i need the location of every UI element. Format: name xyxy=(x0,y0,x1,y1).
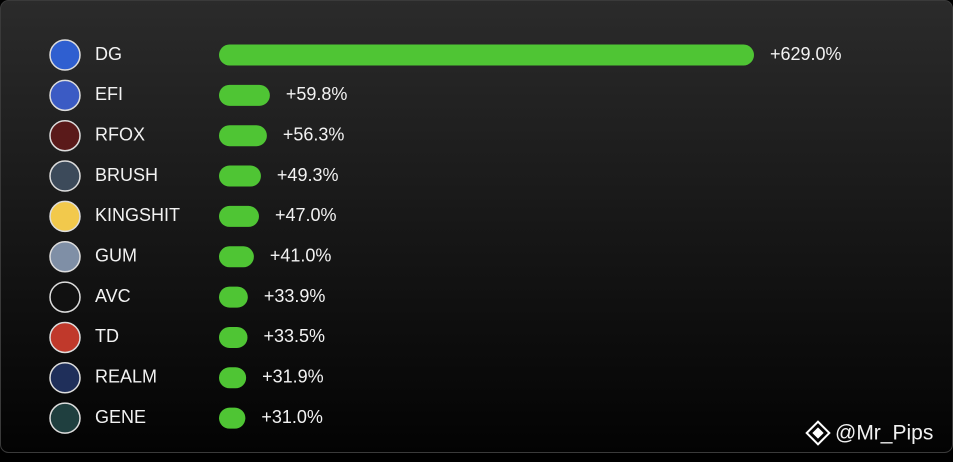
value-label: +629.0% xyxy=(770,44,842,64)
bar xyxy=(219,407,246,429)
value-label: +31.9% xyxy=(262,367,324,387)
token-icon xyxy=(49,39,81,71)
token-icon xyxy=(49,79,81,112)
value-label: +33.9% xyxy=(264,286,326,306)
token-icon xyxy=(49,402,81,434)
token-label: BRUSH xyxy=(95,165,158,185)
bar xyxy=(219,246,254,268)
watermark-text: @Mr_Pips xyxy=(835,422,933,445)
value-label: +49.3% xyxy=(277,165,339,185)
token-label: GUM xyxy=(95,246,137,266)
bar xyxy=(219,44,754,66)
bar xyxy=(219,367,247,389)
value-label: +33.5% xyxy=(263,326,325,346)
token-icon xyxy=(49,200,81,233)
token-label: RFOX xyxy=(95,124,145,144)
bar xyxy=(219,286,248,308)
value-label: +59.8% xyxy=(286,84,348,104)
value-label: +56.3% xyxy=(283,124,345,144)
bar xyxy=(219,125,267,147)
bar xyxy=(219,326,248,348)
token-icon xyxy=(49,362,81,394)
token-label: DG xyxy=(95,44,122,64)
token-icon xyxy=(49,241,81,273)
value-label: +31.0% xyxy=(261,407,323,427)
token-label: KINGSHIT xyxy=(95,205,180,225)
value-label: +41.0% xyxy=(270,246,332,266)
bar xyxy=(219,165,261,187)
token-label: EFI xyxy=(95,84,123,104)
token-icon xyxy=(49,321,81,354)
watermark: @Mr_Pips xyxy=(805,420,933,446)
bar xyxy=(219,84,270,106)
token-icon xyxy=(49,281,81,313)
token-label: REALM xyxy=(95,367,157,387)
token-icon xyxy=(49,119,81,152)
token-icon xyxy=(49,160,81,192)
value-label: +47.0% xyxy=(275,205,337,225)
token-label: AVC xyxy=(95,286,131,306)
token-label: GENE xyxy=(95,407,146,427)
bar xyxy=(219,205,259,227)
token-label: TD xyxy=(95,326,119,346)
